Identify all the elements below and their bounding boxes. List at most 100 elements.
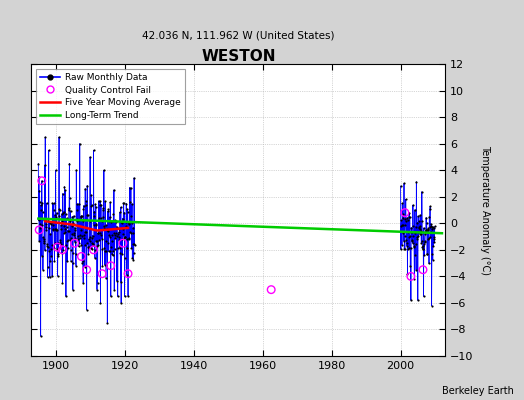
Point [95,214,103,221]
Point [46,231,54,237]
Point [121,255,129,261]
Point [102,275,110,281]
Point [46,274,54,280]
Point [72,167,81,173]
Point [96,215,105,221]
Point [62,215,71,222]
Point [109,248,117,254]
Point [402,218,410,224]
Point [74,217,82,223]
Point [413,219,421,226]
Point [430,236,439,242]
Point [410,244,418,250]
Point [399,222,408,229]
Point [84,212,92,219]
Point [67,247,75,254]
Point [59,246,67,253]
Point [53,240,62,246]
Point [41,224,50,231]
Point [55,134,63,140]
Point [406,263,414,270]
Point [429,256,437,263]
Point [54,253,63,260]
Point [81,186,90,192]
Point [104,206,113,212]
Point [128,201,136,207]
Point [56,237,64,243]
Point [106,199,114,205]
Point [124,270,132,277]
Point [427,229,435,235]
Point [42,227,51,233]
Point [127,185,135,192]
Point [415,218,423,224]
Point [86,245,95,252]
Point [93,279,102,286]
Point [402,236,410,243]
Point [115,226,124,232]
Point [113,233,122,239]
Point [123,206,132,212]
Point [411,206,419,213]
Point [56,207,64,213]
Point [40,162,49,168]
Point [104,208,112,214]
Point [36,199,44,205]
Point [425,224,434,230]
Point [79,218,87,225]
Title: WESTON: WESTON [201,49,276,64]
Point [82,198,90,204]
Point [89,247,97,253]
Point [397,246,405,252]
Point [43,241,51,247]
Point [35,238,43,244]
Point [400,233,409,239]
Point [403,270,412,277]
Point [38,178,46,184]
Point [108,218,117,224]
Point [50,200,58,207]
Point [68,213,77,220]
Point [101,248,109,254]
Point [59,210,68,216]
Point [111,217,119,224]
Point [427,222,435,229]
Point [61,229,69,235]
Point [46,258,54,264]
Point [85,238,94,244]
Point [124,208,132,215]
Point [430,225,438,232]
Point [80,202,88,209]
Point [114,293,122,300]
Point [397,222,406,229]
Point [398,211,407,217]
Point [416,212,424,218]
Point [112,218,120,224]
Point [63,258,71,264]
Point [41,221,50,227]
Point [409,223,418,230]
Point [83,240,92,247]
Point [428,225,436,232]
Legend: Raw Monthly Data, Quality Control Fail, Five Year Moving Average, Long-Term Tren: Raw Monthly Data, Quality Control Fail, … [36,68,185,124]
Point [76,232,84,238]
Point [125,235,133,242]
Point [129,241,137,247]
Point [74,233,82,239]
Point [106,248,115,254]
Point [34,160,42,167]
Point [41,247,49,254]
Point [417,239,425,246]
Point [60,223,69,229]
Point [409,233,418,240]
Point [121,234,129,240]
Point [90,208,99,215]
Point [101,198,110,204]
Point [85,218,94,224]
Point [427,220,435,227]
Point [416,226,424,232]
Point [105,218,113,224]
Point [112,278,121,284]
Point [40,217,49,224]
Point [115,234,123,240]
